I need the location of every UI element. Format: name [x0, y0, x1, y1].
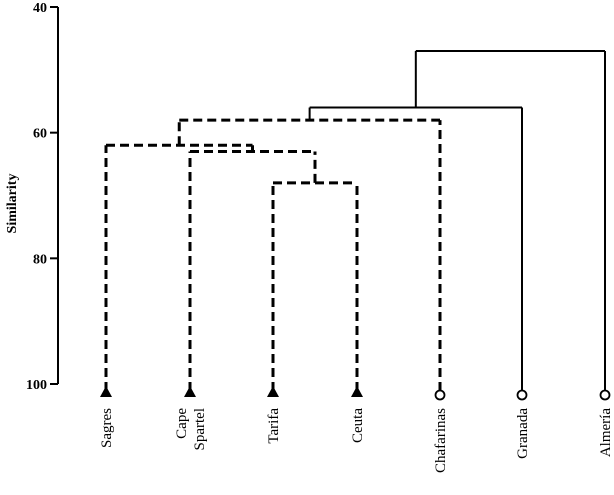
leaf-label-6-0: Almería [598, 408, 614, 457]
leaf-label-3-0: Ceuta [350, 408, 366, 443]
leaf-markers [100, 386, 611, 401]
leaf-label-1-0: Cape [174, 408, 190, 439]
y-axis-title: Similarity [5, 174, 20, 234]
y-tick-label-60: 60 [33, 127, 47, 142]
leaf-labels: Sagres Cape Spartel Tarifa Ceuta Chafarinas Gr… [99, 408, 614, 473]
leaf-marker-triangle-3 [351, 386, 363, 397]
leaf-label-2-0: Tarifa [266, 408, 282, 444]
leaf-label-0-0: Sagres [99, 408, 115, 448]
leaf-marker-triangle-0 [100, 386, 112, 397]
y-tick-label-80: 80 [33, 252, 47, 267]
y-tick-label-40: 40 [33, 1, 47, 16]
leaf-label-4-0: Chafarinas [433, 408, 449, 473]
y-axis: 40 60 80 100 Similarity [5, 1, 59, 393]
y-tick-label-100: 100 [26, 378, 47, 393]
leaf-marker-circle-4 [434, 389, 446, 401]
leaf-label-1-1: Spartel [192, 408, 208, 451]
leaf-marker-circle-5 [516, 389, 528, 401]
leaf-marker-triangle-2 [267, 386, 279, 397]
leaf-label-5-0: Granada [515, 408, 531, 459]
leaf-marker-triangle-1 [184, 386, 196, 397]
dendrogram-branches [104, 49, 606, 391]
leaf-marker-circle-6 [599, 389, 611, 401]
